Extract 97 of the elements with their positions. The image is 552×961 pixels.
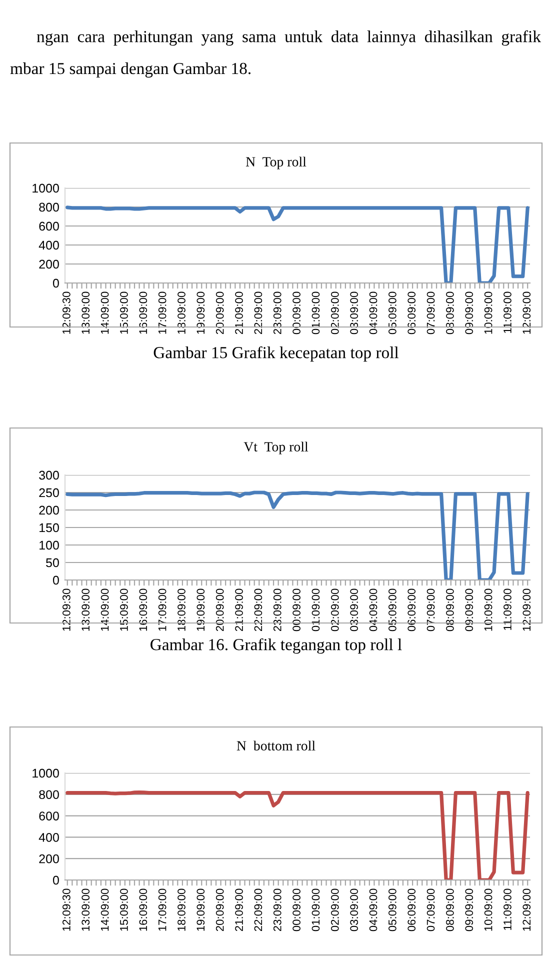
y-tick-label: 100: [40, 540, 59, 550]
y-tick-label: 0: [52, 876, 59, 885]
x-tick-label: 05:09:00: [388, 588, 396, 632]
y-tick-label: 200: [39, 854, 59, 864]
x-tick-label: 12:09:00: [522, 888, 531, 931]
x-tick-label: 18:09:00: [178, 588, 186, 631]
x-tick-label: 02:09:00: [330, 292, 339, 334]
x-tick-label: 17:09:00: [158, 588, 166, 631]
x-tick-label: 22:09:00: [254, 292, 262, 334]
x-tick-label: 13:09:00: [82, 588, 90, 631]
x-tick-label: 16:09:00: [139, 888, 148, 931]
text: Gambar 16. Grafik tegangan top roll l: [150, 638, 402, 654]
x-tick-label: 00:09:00: [292, 588, 300, 632]
x-tick-label: 13:09:00: [82, 888, 90, 931]
x-tick-label: 23:09:00: [273, 888, 282, 932]
x-tick-label: 08:09:00: [446, 292, 454, 334]
x-tick-label: 02:09:00: [330, 588, 339, 632]
y-tick-label: 400: [38, 833, 59, 842]
x-tick-label: 23:09:00: [273, 292, 282, 334]
x-tick-label: 12:09:30: [62, 292, 70, 334]
y-tick-label: 600: [39, 222, 59, 231]
x-tick-label: 12:09:30: [62, 888, 70, 931]
x-tick-label: 22:09:00: [254, 588, 262, 632]
x-tick-label: 00:09:00: [292, 292, 300, 334]
x-tick-label: 13:09:00: [82, 292, 90, 334]
x-tick-label: 12:09:00: [522, 292, 531, 334]
chart-title: N Top roll: [246, 156, 306, 170]
x-tick-label: 09:09:00: [465, 292, 474, 334]
x-tick-label: 18:09:00: [178, 888, 186, 931]
x-tick-label: 15:09:00: [120, 888, 128, 931]
x-tick-label: 03:09:00: [350, 588, 358, 632]
x-tick-label: 21:09:00: [235, 888, 243, 932]
x-tick-label: 01:09:00: [312, 888, 320, 932]
x-tick-label: 19:09:00: [196, 588, 205, 631]
y-tick-label: 300: [39, 470, 59, 480]
y-tick-label: 800: [39, 790, 59, 800]
x-tick-label: 01:09:00: [312, 588, 320, 632]
x-tick-label: 10:09:00: [484, 588, 492, 631]
x-tick-label: 06:09:00: [408, 888, 416, 932]
x-tick-label: 11:09:00: [504, 888, 512, 930]
x-tick-label: 12:09:30: [62, 588, 70, 631]
x-tick-label: 11:09:00: [504, 588, 512, 630]
text: ngan cara perhitungan yang sama untuk data lainnya dihasilkan grafik: [36, 30, 541, 46]
x-tick-label: 20:09:00: [216, 888, 224, 932]
x-tick-label: 10:09:00: [484, 292, 492, 334]
x-tick-label: 04:09:00: [369, 588, 378, 632]
x-tick-label: 01:09:00: [312, 292, 320, 334]
x-tick-label: 23:09:00: [273, 588, 282, 632]
x-tick-label: 05:09:00: [388, 292, 396, 334]
x-tick-label: 17:09:00: [158, 888, 166, 931]
x-tick-label: 14:09:00: [100, 888, 109, 931]
x-tick-label: 14:09:00: [100, 588, 109, 631]
x-tick-label: 08:09:00: [446, 588, 454, 632]
y-tick-label: 50: [46, 558, 59, 568]
x-tick-label: 19:09:00: [196, 292, 205, 334]
y-tick-label: 200: [39, 260, 59, 269]
y-tick-label: 250: [39, 488, 59, 498]
x-tick-label: 04:09:00: [369, 888, 378, 932]
y-tick-label: 400: [38, 240, 59, 250]
x-tick-label: 22:09:00: [254, 888, 262, 932]
x-tick-label: 02:09:00: [330, 888, 339, 932]
y-tick-label: 0: [52, 278, 59, 288]
x-tick-label: 04:09:00: [369, 292, 378, 334]
x-tick-label: 20:09:00: [216, 292, 224, 334]
x-tick-label: 15:09:00: [120, 588, 128, 631]
y-tick-label: 800: [39, 202, 59, 212]
x-tick-label: 03:09:00: [350, 888, 358, 932]
x-tick-label: 16:09:00: [139, 588, 148, 631]
x-tick-label: 21:09:00: [235, 292, 243, 334]
chart-title: N bottom roll: [236, 740, 316, 750]
x-tick-label: 06:09:00: [408, 588, 416, 632]
x-tick-label: 20:09:00: [216, 588, 224, 632]
x-tick-label: 03:09:00: [350, 292, 358, 334]
text: Gambar 15 Grafik kecepatan top roll: [154, 346, 399, 362]
y-tick-label: 600: [39, 812, 59, 820]
x-tick-label: 11:09:00: [504, 292, 512, 333]
x-tick-label: 14:09:00: [100, 292, 109, 334]
x-tick-label: 19:09:00: [196, 888, 205, 931]
x-tick-label: 09:09:00: [465, 888, 474, 932]
y-tick-label: 0: [52, 576, 59, 585]
y-tick-label: 200: [39, 506, 59, 515]
x-tick-label: 12:09:00: [522, 588, 531, 631]
x-tick-label: 21:09:00: [235, 588, 243, 632]
x-tick-label: 00:09:00: [292, 888, 300, 932]
y-tick-label: 150: [40, 523, 59, 532]
x-tick-label: 09:09:00: [465, 588, 474, 632]
chart-title: Vt Top roll: [244, 442, 308, 454]
text: mbar 15 sampai dengan Gambar 18.: [10, 62, 250, 78]
x-tick-label: 07:09:00: [426, 888, 435, 932]
y-tick-label: 1000: [32, 184, 59, 193]
x-tick-label: 05:09:00: [388, 888, 396, 932]
x-tick-label: 08:09:00: [446, 888, 454, 932]
x-tick-label: 07:09:00: [426, 588, 435, 632]
x-tick-label: 07:09:00: [426, 292, 435, 334]
x-tick-label: 10:09:00: [484, 888, 492, 931]
y-tick-label: 1000: [32, 768, 59, 778]
x-tick-label: 17:09:00: [158, 292, 166, 334]
